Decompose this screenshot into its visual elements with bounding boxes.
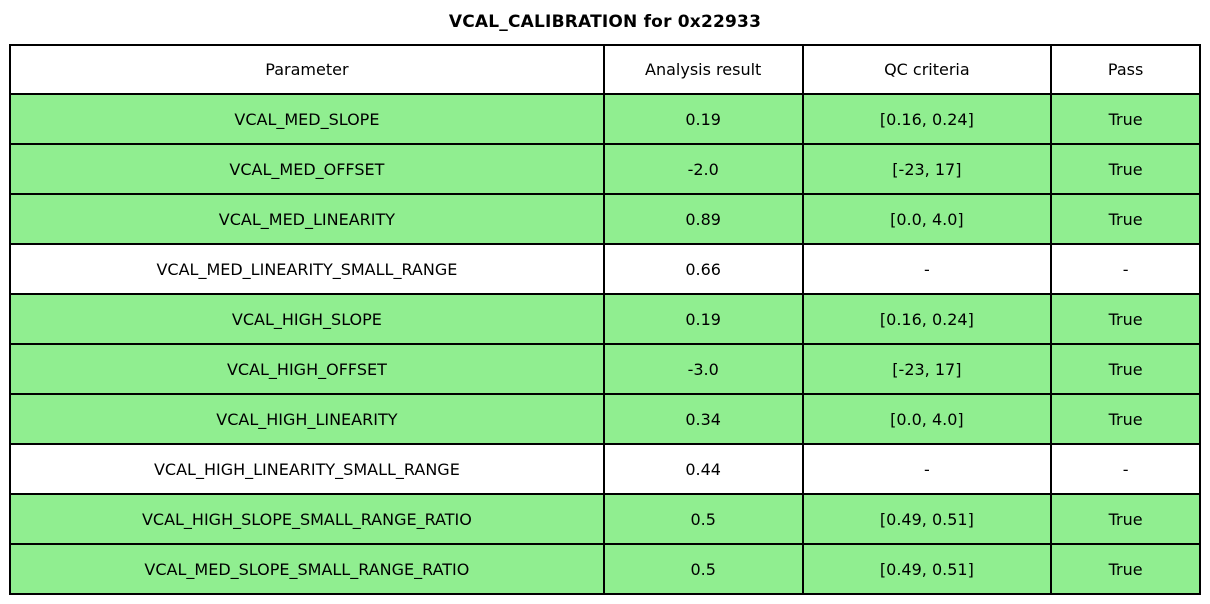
analysis-result-cell: 0.66: [602, 243, 804, 295]
pass-cell: True: [1050, 543, 1201, 595]
col-header-qc-criteria: QC criteria: [801, 44, 1053, 95]
parameter-cell: VCAL_MED_LINEARITY: [9, 193, 605, 245]
table-row: VCAL_HIGH_SLOPE_SMALL_RANGE_RATIO 0.5 [0…: [9, 493, 1201, 545]
parameter-cell: VCAL_HIGH_LINEARITY: [9, 393, 605, 445]
parameter-cell: VCAL_MED_SLOPE_SMALL_RANGE_RATIO: [9, 543, 605, 595]
table-row: VCAL_MED_SLOPE 0.19 [0.16, 0.24] True: [9, 93, 1201, 145]
table-header: Parameter Analysis result QC criteria Pa…: [9, 44, 1201, 95]
pass-cell: True: [1050, 393, 1201, 445]
pass-cell: True: [1050, 343, 1201, 395]
pass-cell: True: [1050, 143, 1201, 195]
parameter-cell: VCAL_HIGH_SLOPE: [9, 293, 605, 345]
analysis-result-cell: 0.5: [602, 543, 804, 595]
pass-cell: True: [1050, 293, 1201, 345]
qc-criteria-cell: -: [801, 443, 1053, 495]
qc-criteria-cell: [0.16, 0.24]: [801, 293, 1053, 345]
table-row: VCAL_HIGH_OFFSET -3.0 [-23, 17] True: [9, 343, 1201, 395]
analysis-result-cell: 0.34: [602, 393, 804, 445]
analysis-result-cell: -3.0: [602, 343, 804, 395]
pass-cell: -: [1050, 443, 1201, 495]
analysis-result-cell: 0.44: [602, 443, 804, 495]
parameter-cell: VCAL_HIGH_SLOPE_SMALL_RANGE_RATIO: [9, 493, 605, 545]
analysis-result-cell: 0.5: [602, 493, 804, 545]
pass-cell: True: [1050, 93, 1201, 145]
col-header-pass: Pass: [1050, 44, 1201, 95]
qc-criteria-cell: [-23, 17]: [801, 143, 1053, 195]
header-row: Parameter Analysis result QC criteria Pa…: [9, 44, 1201, 95]
col-header-analysis-result: Analysis result: [602, 44, 804, 95]
analysis-result-cell: 0.19: [602, 93, 804, 145]
parameter-cell: VCAL_MED_LINEARITY_SMALL_RANGE: [9, 243, 605, 295]
table-row: VCAL_MED_LINEARITY 0.89 [0.0, 4.0] True: [9, 193, 1201, 245]
parameter-cell: VCAL_MED_SLOPE: [9, 93, 605, 145]
table-row: VCAL_MED_OFFSET -2.0 [-23, 17] True: [9, 143, 1201, 195]
qc-criteria-cell: [0.49, 0.51]: [801, 493, 1053, 545]
pass-cell: -: [1050, 243, 1201, 295]
parameter-cell: VCAL_HIGH_LINEARITY_SMALL_RANGE: [9, 443, 605, 495]
analysis-result-cell: -2.0: [602, 143, 804, 195]
qc-criteria-cell: -: [801, 243, 1053, 295]
parameter-cell: VCAL_HIGH_OFFSET: [9, 343, 605, 395]
qc-criteria-cell: [0.0, 4.0]: [801, 393, 1053, 445]
analysis-result-cell: 0.19: [602, 293, 804, 345]
qc-results-table: Parameter Analysis result QC criteria Pa…: [9, 44, 1201, 595]
qc-criteria-cell: [0.49, 0.51]: [801, 543, 1053, 595]
pass-cell: True: [1050, 493, 1201, 545]
table-row: VCAL_HIGH_SLOPE 0.19 [0.16, 0.24] True: [9, 293, 1201, 345]
qc-criteria-cell: [0.0, 4.0]: [801, 193, 1053, 245]
qc-criteria-cell: [-23, 17]: [801, 343, 1053, 395]
table-row: VCAL_HIGH_LINEARITY_SMALL_RANGE 0.44 - -: [9, 443, 1201, 495]
table-body: VCAL_MED_SLOPE 0.19 [0.16, 0.24] True VC…: [9, 93, 1201, 595]
analysis-result-cell: 0.89: [602, 193, 804, 245]
col-header-parameter: Parameter: [9, 44, 605, 95]
table-row: VCAL_MED_LINEARITY_SMALL_RANGE 0.66 - -: [9, 243, 1201, 295]
qc-criteria-cell: [0.16, 0.24]: [801, 93, 1053, 145]
parameter-cell: VCAL_MED_OFFSET: [9, 143, 605, 195]
page-title: VCAL_CALIBRATION for 0x22933: [448, 12, 762, 32]
table-row: VCAL_HIGH_LINEARITY 0.34 [0.0, 4.0] True: [9, 393, 1201, 445]
table-row: VCAL_MED_SLOPE_SMALL_RANGE_RATIO 0.5 [0.…: [9, 543, 1201, 595]
pass-cell: True: [1050, 193, 1201, 245]
